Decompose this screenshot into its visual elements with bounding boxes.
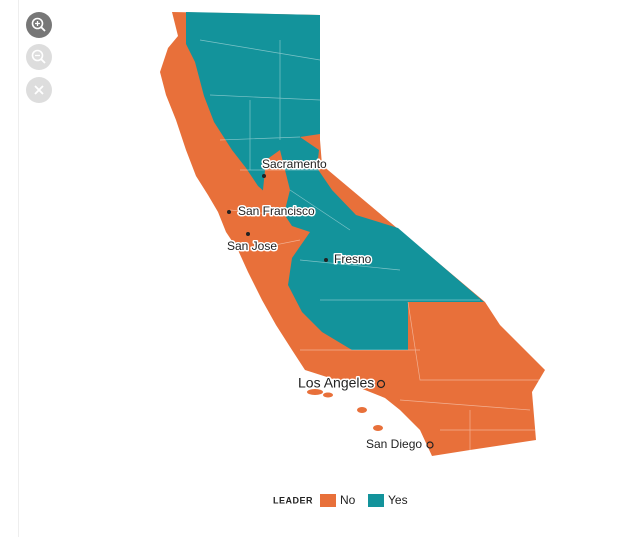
island [323,392,333,398]
state-map [160,12,545,456]
island [357,407,367,413]
city-label: Fresno [334,252,372,266]
city-markers: Sacramento San Francisco San Jose Fresno… [226,156,434,453]
legend: LEADER No Yes [273,493,408,507]
city-dot [227,210,231,214]
zoom-controls [26,12,52,103]
island [373,425,383,431]
region-no-wedge [262,150,290,228]
legend-label: No [340,493,356,507]
city-dot [262,174,266,178]
zoom-out-button[interactable] [26,44,52,70]
zoom-in-button[interactable] [26,12,52,38]
county-lines [199,39,540,450]
legend-title: LEADER [273,495,313,505]
island [307,389,323,395]
city-label: Los Angeles [298,375,374,391]
city-dot [426,441,434,449]
legend-swatch [368,494,384,507]
legend-swatch [320,494,336,507]
reset-button[interactable] [26,77,52,103]
city-dot [324,258,328,262]
legend-label: Yes [388,493,408,507]
city-label: San Jose [227,239,277,253]
region-yes [186,12,484,350]
city-label: San Francisco [238,204,315,218]
city-label: Sacramento [262,157,327,171]
city-label: San Diego [366,437,422,451]
city-dot [246,232,250,236]
city-dot [376,379,386,389]
